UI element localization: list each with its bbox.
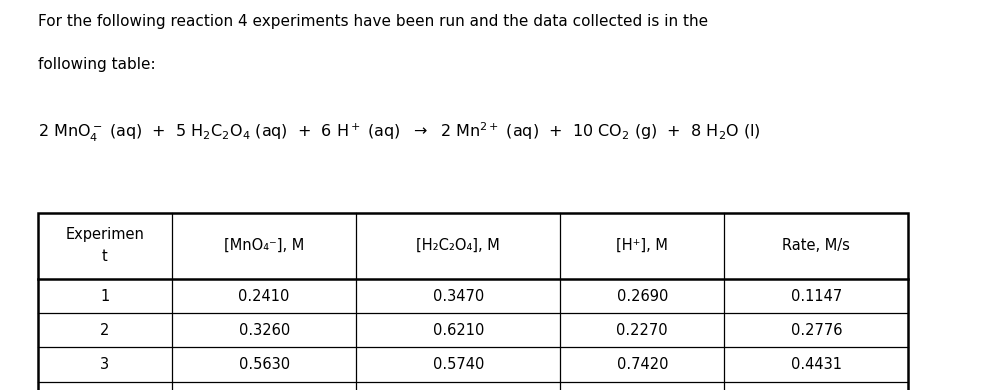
Text: Experimen: Experimen [66,227,144,242]
Text: 2 MnO$_4^-$ (aq)  +  5 H$_2$C$_2$O$_4$ (aq)  +  6 H$^+$ (aq)  $\rightarrow$  2 M: 2 MnO$_4^-$ (aq) + 5 H$_2$C$_2$O$_4$ (aq… [38,121,759,144]
Text: 0.7420: 0.7420 [616,357,667,372]
Text: 0.1147: 0.1147 [790,289,841,303]
Text: 2: 2 [100,323,109,338]
Text: [MnO₄⁻], M: [MnO₄⁻], M [224,238,304,253]
Text: 0.2410: 0.2410 [239,289,289,303]
Text: 0.2690: 0.2690 [616,289,667,303]
Text: [H₂C₂O₄], M: [H₂C₂O₄], M [415,238,500,253]
Text: 0.3260: 0.3260 [239,323,289,338]
Text: 0.6210: 0.6210 [432,323,483,338]
Text: t: t [102,250,107,264]
Text: [H⁺], M: [H⁺], M [615,238,668,253]
Text: For the following reaction 4 experiments have been run and the data collected is: For the following reaction 4 experiments… [38,14,707,28]
Text: 0.4431: 0.4431 [790,357,841,372]
Text: following table:: following table: [38,57,155,71]
Text: 0.2270: 0.2270 [616,323,667,338]
Text: 0.5740: 0.5740 [432,357,483,372]
Bar [38,213,908,390]
Text: Rate, M/s: Rate, M/s [781,238,850,253]
Text: 0.2776: 0.2776 [790,323,841,338]
Text: 1: 1 [100,289,109,303]
Text: 3: 3 [100,357,109,372]
Text: 0.5630: 0.5630 [239,357,289,372]
Text: 0.3470: 0.3470 [432,289,483,303]
